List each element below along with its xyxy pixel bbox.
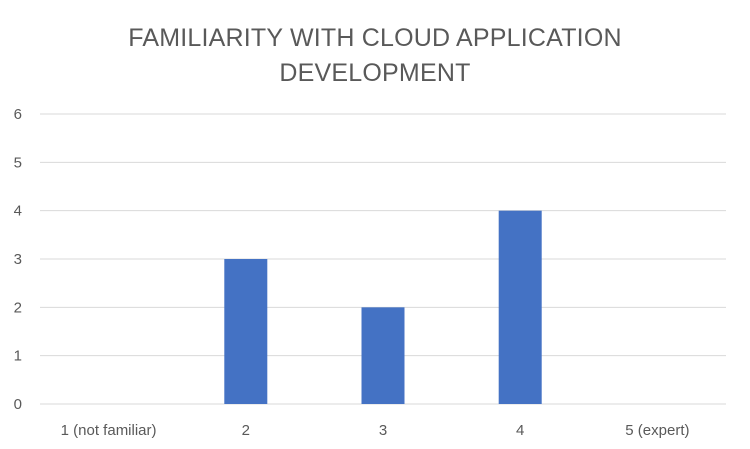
x-tick-label: 3: [379, 422, 387, 439]
chart-title-line-2: DEVELOPMENT: [279, 59, 470, 87]
bar: [361, 307, 405, 404]
x-tick-label: 4: [516, 422, 524, 439]
bar: [498, 210, 542, 404]
y-tick-label: 1: [14, 348, 22, 365]
bar: [224, 259, 268, 404]
y-axis-ticks: 0 1 2 3 4 5 6: [14, 106, 22, 413]
y-tick-label: 6: [14, 106, 22, 123]
x-tick-label: 1 (not familiar): [61, 422, 157, 439]
y-tick-label: 0: [14, 396, 22, 413]
x-tick-label: 5 (expert): [625, 422, 689, 439]
x-tick-label: 2: [242, 422, 250, 439]
y-tick-label: 5: [14, 154, 22, 171]
y-tick-label: 4: [14, 203, 22, 220]
chart-title-line-1: FAMILIARITY WITH CLOUD APPLICATION: [128, 24, 621, 52]
bars: [224, 210, 542, 404]
x-axis-ticks: 1 (not familiar) 2 3 4 5 (expert): [61, 422, 690, 439]
y-tick-label: 2: [14, 299, 22, 316]
y-tick-label: 3: [14, 251, 22, 268]
